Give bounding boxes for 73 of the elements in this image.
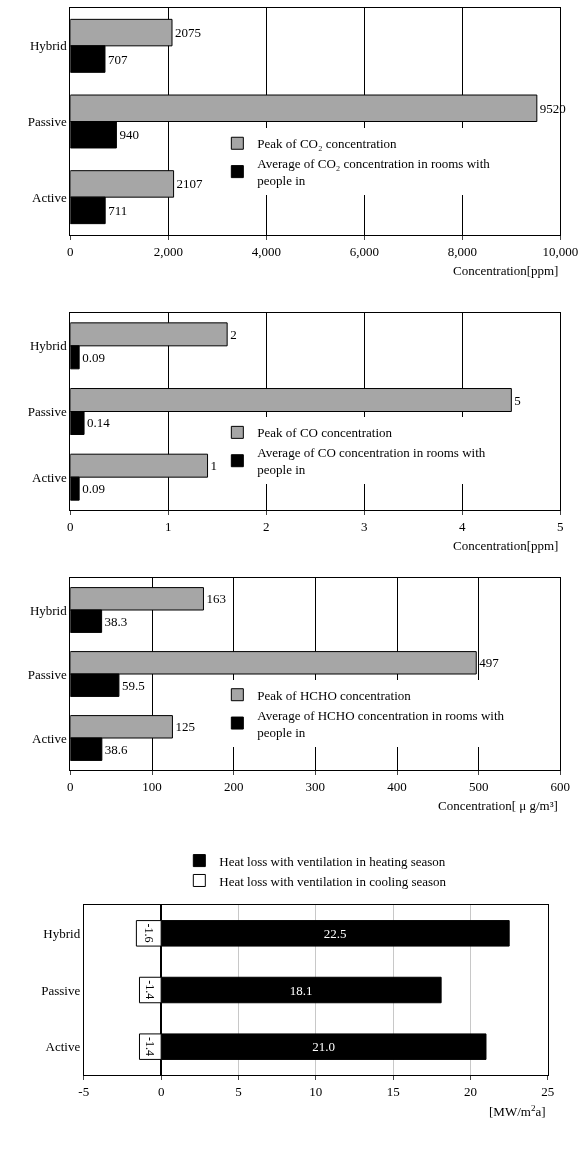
x-tick-label: 300: [305, 778, 326, 794]
legend-label: Average of CO concentration in rooms with people in: [257, 445, 486, 478]
x-tick-label: 6,000: [349, 243, 379, 259]
x-tick-label: 20: [464, 1083, 478, 1099]
x-axis-title: Concentration[ppm]: [453, 538, 559, 553]
data-label: -1.4: [143, 1036, 158, 1056]
x-tick-label: 4: [459, 518, 467, 534]
data-label: 711: [108, 202, 128, 218]
data-label: 59.5: [121, 677, 145, 693]
y-tick-label: Passive: [27, 666, 67, 682]
y-tick-label: Active: [32, 730, 67, 746]
data-label: 940: [119, 127, 139, 143]
data-label: 2107: [176, 176, 204, 192]
y-tick-label: Active: [32, 189, 67, 205]
x-tick-label: 3: [361, 518, 368, 534]
data-label: 21.0: [312, 1039, 335, 1055]
x-tick-label: 600: [550, 778, 571, 794]
x-tick-label: 5: [557, 518, 564, 534]
data-label: 38.3: [104, 613, 128, 629]
y-tick-label: Hybrid: [29, 602, 68, 618]
x-tick-label: 0: [157, 1083, 165, 1099]
x-tick-label: 0: [67, 778, 74, 794]
legend-label: Peak of CO concentration: [257, 425, 393, 441]
data-label: 0.09: [82, 481, 105, 497]
x-tick-label: 400: [387, 778, 407, 794]
data-label: 125: [175, 719, 195, 735]
x-tick-label: 500: [468, 778, 489, 794]
x-tick-label: -5: [78, 1083, 90, 1099]
y-tick-label: Active: [32, 469, 67, 485]
y-tick-label: Passive: [41, 982, 81, 998]
legend-label: Peak of HCHO concentration: [257, 687, 412, 703]
x-tick-label: 1: [165, 518, 172, 534]
data-label: 163: [206, 591, 226, 607]
data-label: -1.4: [143, 980, 158, 1000]
x-tick-label: 10: [309, 1083, 323, 1099]
data-label: 2: [230, 326, 237, 342]
y-tick-label: Passive: [27, 404, 67, 420]
x-tick-label: 100: [142, 778, 162, 794]
x-axis-title: [MW/m$^{2}$a]: [489, 1103, 546, 1120]
y-tick-label: Hybrid: [43, 925, 81, 941]
x-tick-label: 0: [67, 243, 74, 259]
y-tick-label: Passive: [27, 114, 67, 130]
x-tick-label: 15: [386, 1083, 400, 1099]
data-label: 0.09: [82, 349, 105, 365]
data-label: 1: [210, 458, 218, 474]
x-axis-title: Concentration[ μ g/m³]: [438, 798, 558, 813]
data-label: 22.5: [323, 925, 347, 941]
data-label: 2075: [175, 25, 202, 41]
legend-label: Heat loss with ventilation in heating season: [219, 853, 446, 869]
data-label: 0.14: [87, 415, 111, 431]
x-tick-label: 10,000: [542, 243, 579, 259]
data-label: 497: [479, 655, 500, 671]
legend-label: Average of HCHO concentration in rooms with people in: [257, 707, 505, 740]
x-axis-title: Concentration[ppm]: [453, 263, 559, 278]
data-label: 5: [514, 392, 521, 408]
data-label: 18.1: [289, 982, 313, 998]
x-tick-label: 0: [67, 518, 74, 534]
legend-label: Average of CO₂ concentration in rooms with people in: [257, 156, 491, 189]
data-label: 707: [107, 51, 128, 67]
data-label: -1.6: [141, 923, 156, 943]
x-tick-label: 25: [541, 1083, 555, 1099]
x-tick-label: 2: [263, 518, 270, 534]
y-tick-label: Active: [45, 1039, 81, 1055]
data-label: 38.6: [104, 741, 129, 757]
x-tick-label: 5: [235, 1083, 242, 1099]
legend-label: Peak of CO₂ concentration: [257, 136, 398, 152]
y-tick-label: Hybrid: [29, 338, 68, 354]
legend-label: Heat loss with ventilation in cooling season: [219, 873, 447, 889]
x-tick-label: 8,000: [447, 243, 477, 259]
x-tick-label: 2,000: [153, 243, 183, 259]
y-tick-label: Hybrid: [29, 38, 68, 54]
x-tick-label: 200: [223, 778, 244, 794]
x-tick-label: 4,000: [251, 243, 281, 259]
